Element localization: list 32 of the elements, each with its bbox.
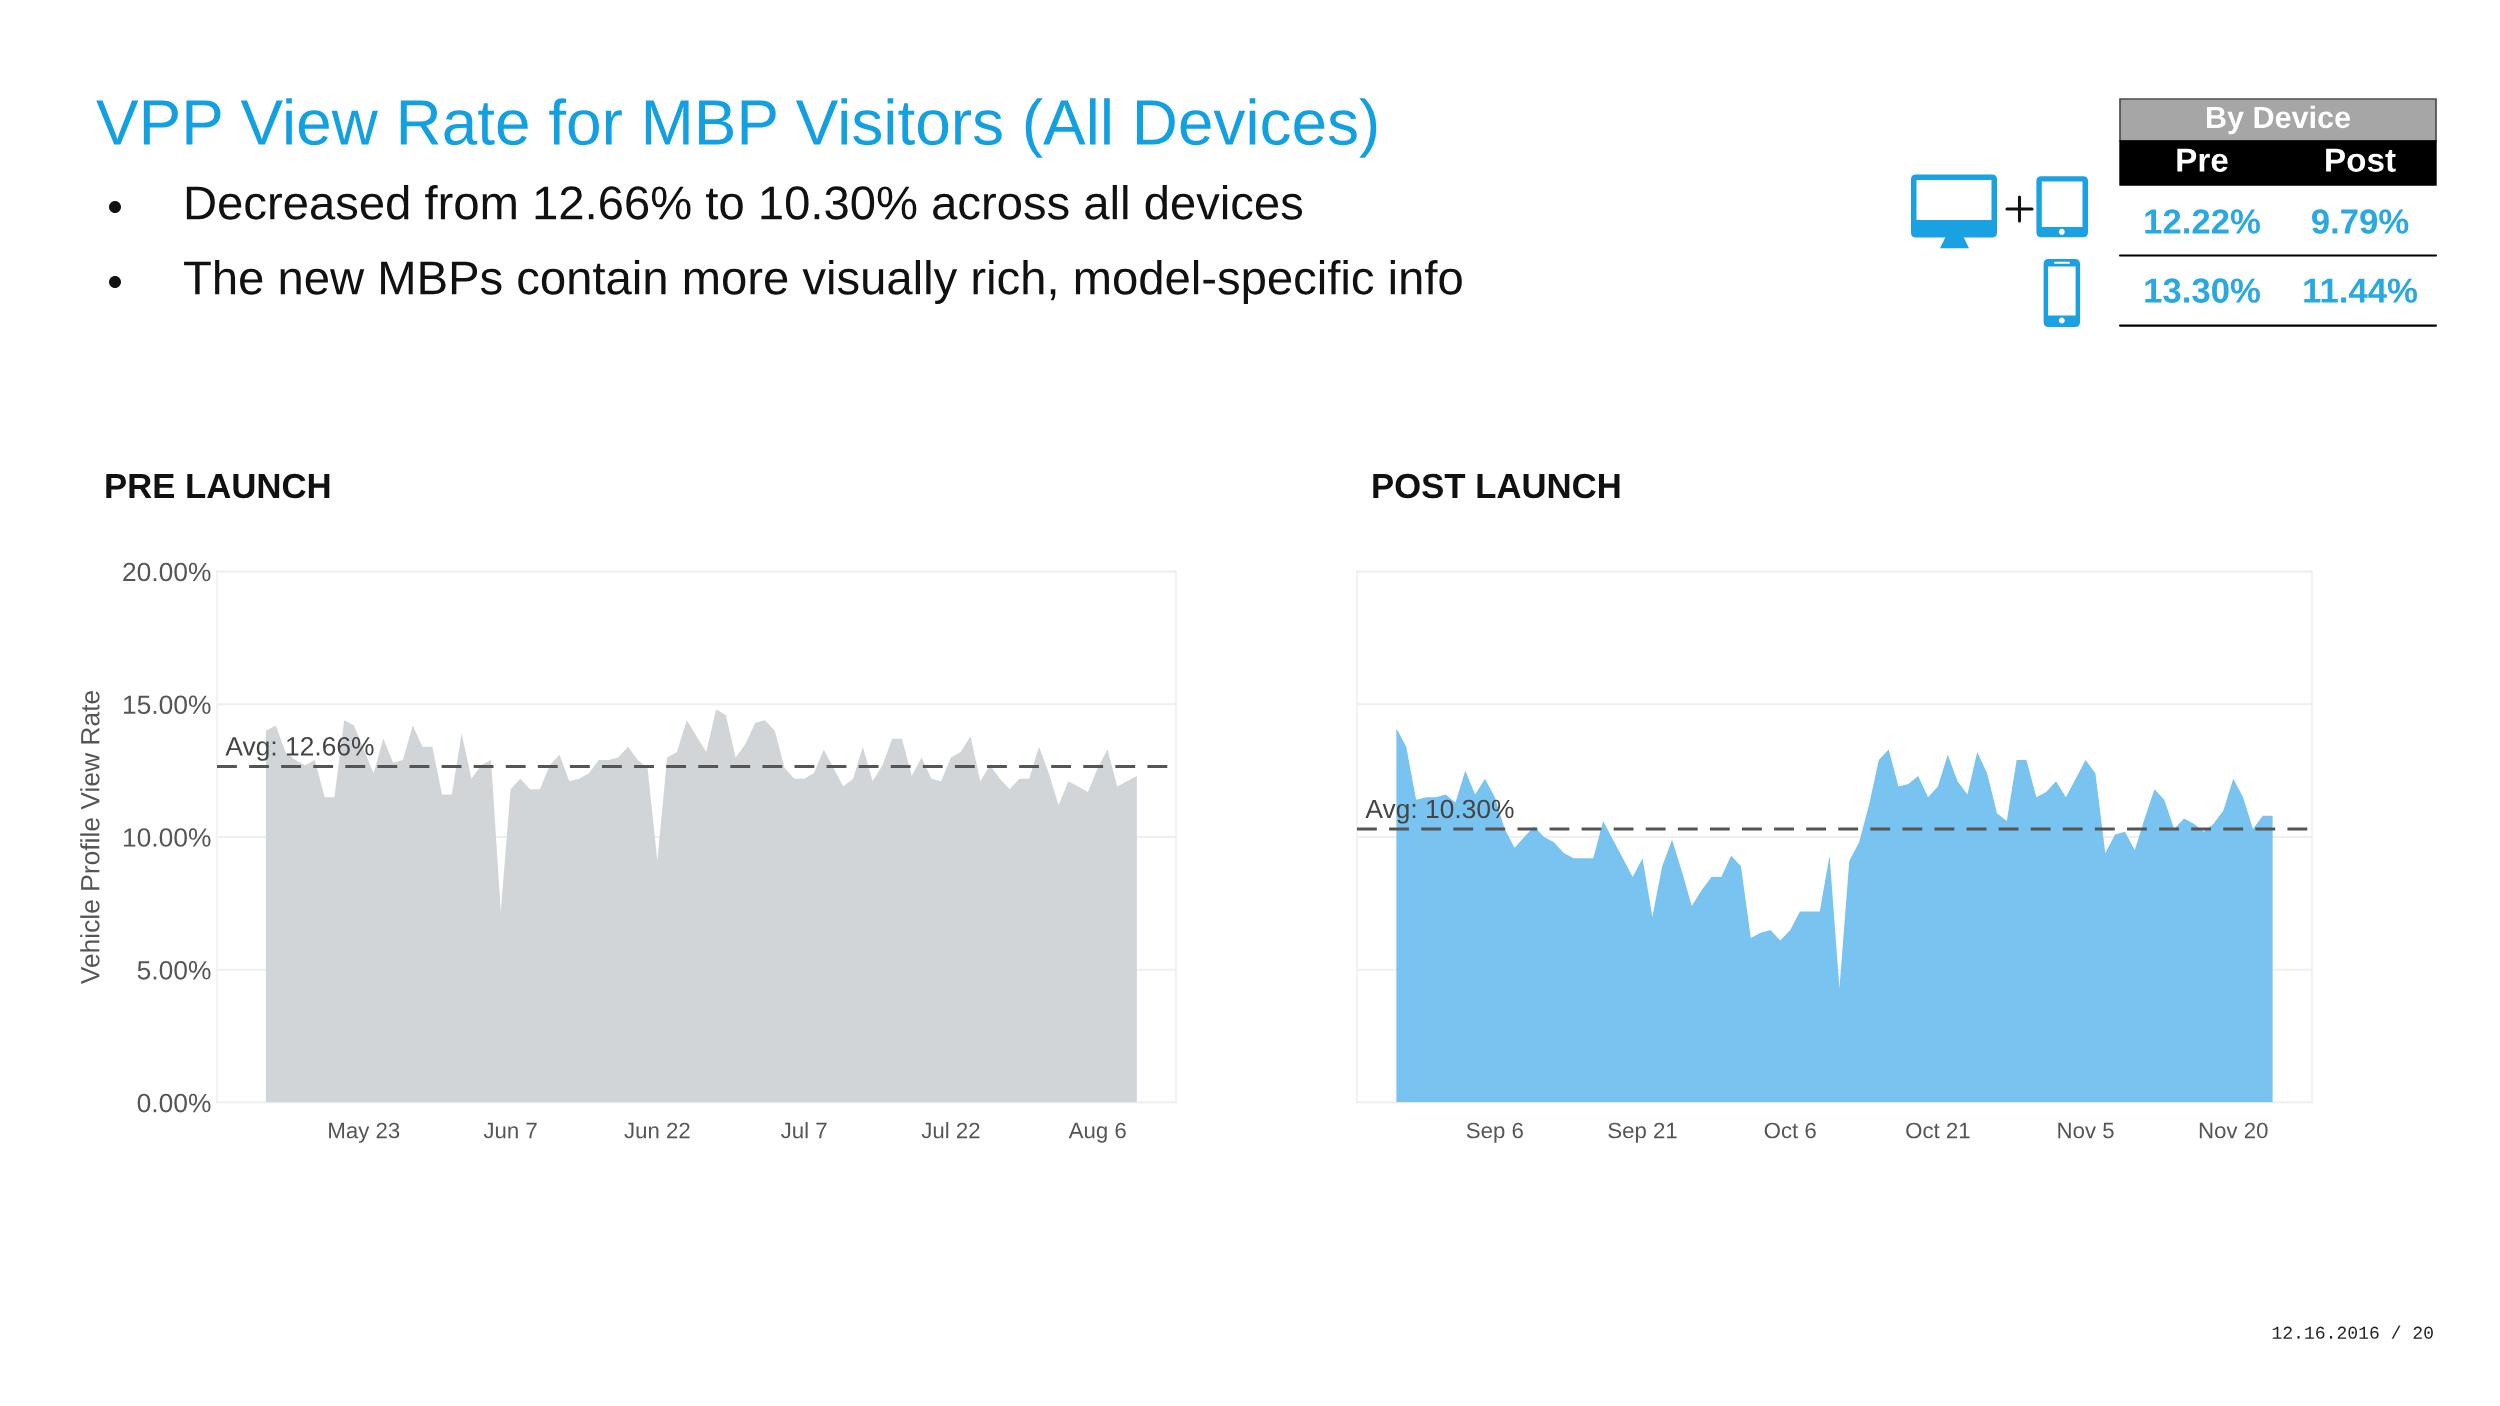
text: 11.44% (2304, 278, 2418, 303)
x-tick-label: Aug 6 (1068, 1122, 1126, 1143)
y-tick-label: 15.00% (123, 695, 211, 715)
y-tick-label: 5.00% (137, 960, 211, 980)
text: 12.22% (2145, 209, 2260, 234)
x-tick-label: Sep 6 (1466, 1122, 1523, 1143)
x-tick-label: May 23 (329, 1122, 400, 1143)
y-tick-label: 20.00% (123, 562, 211, 582)
text: By Device (2207, 105, 2350, 135)
text: The new MBPs contain more visually rich, model-specific info (184, 259, 1462, 305)
x-tick-label: Nov 5 (2058, 1122, 2114, 1139)
category-label: Pre (2177, 148, 2228, 172)
text: 12.16.2016 / 20 (2272, 1325, 2433, 1339)
y-tick-label: 10.00% (123, 828, 211, 847)
category-label: Post (2326, 148, 2396, 172)
x-tick-label: Jul 7 (781, 1122, 827, 1139)
text: 9.79% (2311, 209, 2409, 234)
chart-title: PRE LAUNCH (106, 473, 330, 499)
x-tick-label: Nov 20 (2199, 1122, 2268, 1139)
text: VPP View Rate for MBP Visitors (All Devices) (96, 98, 1377, 158)
y-tick-label: 0.00% (137, 1093, 211, 1113)
text: 13.30% (2145, 278, 2260, 303)
x-tick-label: Oct 21 (1906, 1122, 1970, 1139)
x-tick-label: Sep 21 (1608, 1122, 1677, 1143)
text: Decreased from 12.66% to 10.30% across all devices (186, 184, 1303, 220)
x-tick-label: Oct 6 (1764, 1122, 1816, 1139)
x-tick-label: Jul 22 (921, 1122, 980, 1139)
x-tick-label: Jun 22 (624, 1122, 690, 1139)
ref-line-label: Avg: 12.66% (225, 736, 374, 761)
x-tick-label: Jun 7 (483, 1122, 537, 1139)
chart-title: POST LAUNCH (1373, 473, 1620, 499)
y-axis-title: Vehicle Profile View Rate (80, 691, 100, 985)
